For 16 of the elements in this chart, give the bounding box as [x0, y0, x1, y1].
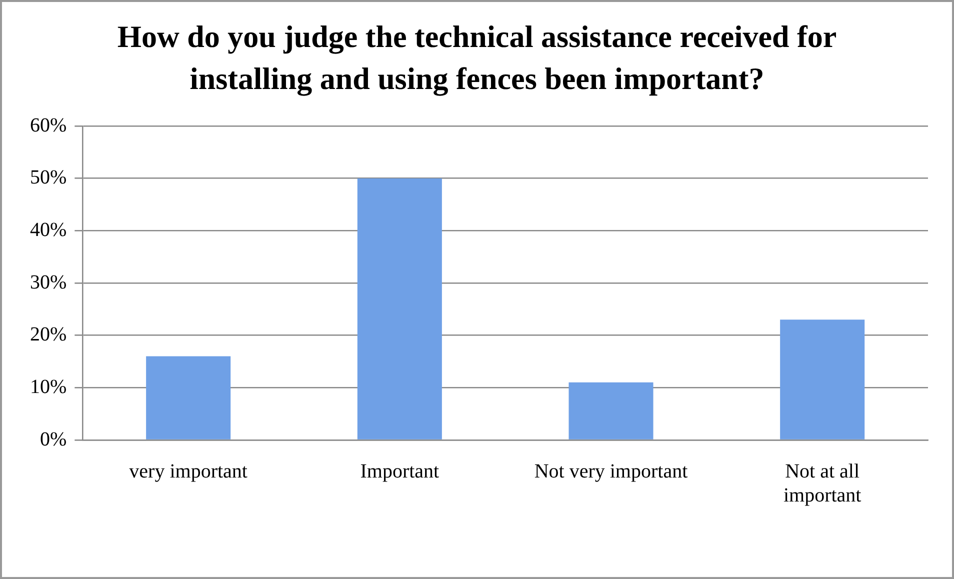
y-tick-label: 0% — [40, 428, 67, 450]
y-tick-label: 50% — [30, 166, 67, 189]
bar — [780, 320, 865, 440]
bar — [568, 382, 654, 440]
x-tick-label: very important — [129, 460, 248, 482]
y-tick-label: 60% — [30, 114, 67, 136]
y-tick-label: 30% — [30, 271, 67, 294]
bar — [357, 178, 442, 440]
x-tick-label: Not at all important — [783, 460, 862, 506]
bar — [146, 356, 231, 440]
x-tick-label: Important — [360, 460, 440, 482]
x-tick-label: Not very important — [534, 460, 688, 482]
y-tick-label: 20% — [30, 324, 67, 346]
chart-title: How do you judge the technical assistance received for installing and using fences been important? — [117, 18, 837, 98]
y-tick-label: 40% — [30, 218, 67, 241]
y-tick-label: 10% — [30, 376, 67, 398]
